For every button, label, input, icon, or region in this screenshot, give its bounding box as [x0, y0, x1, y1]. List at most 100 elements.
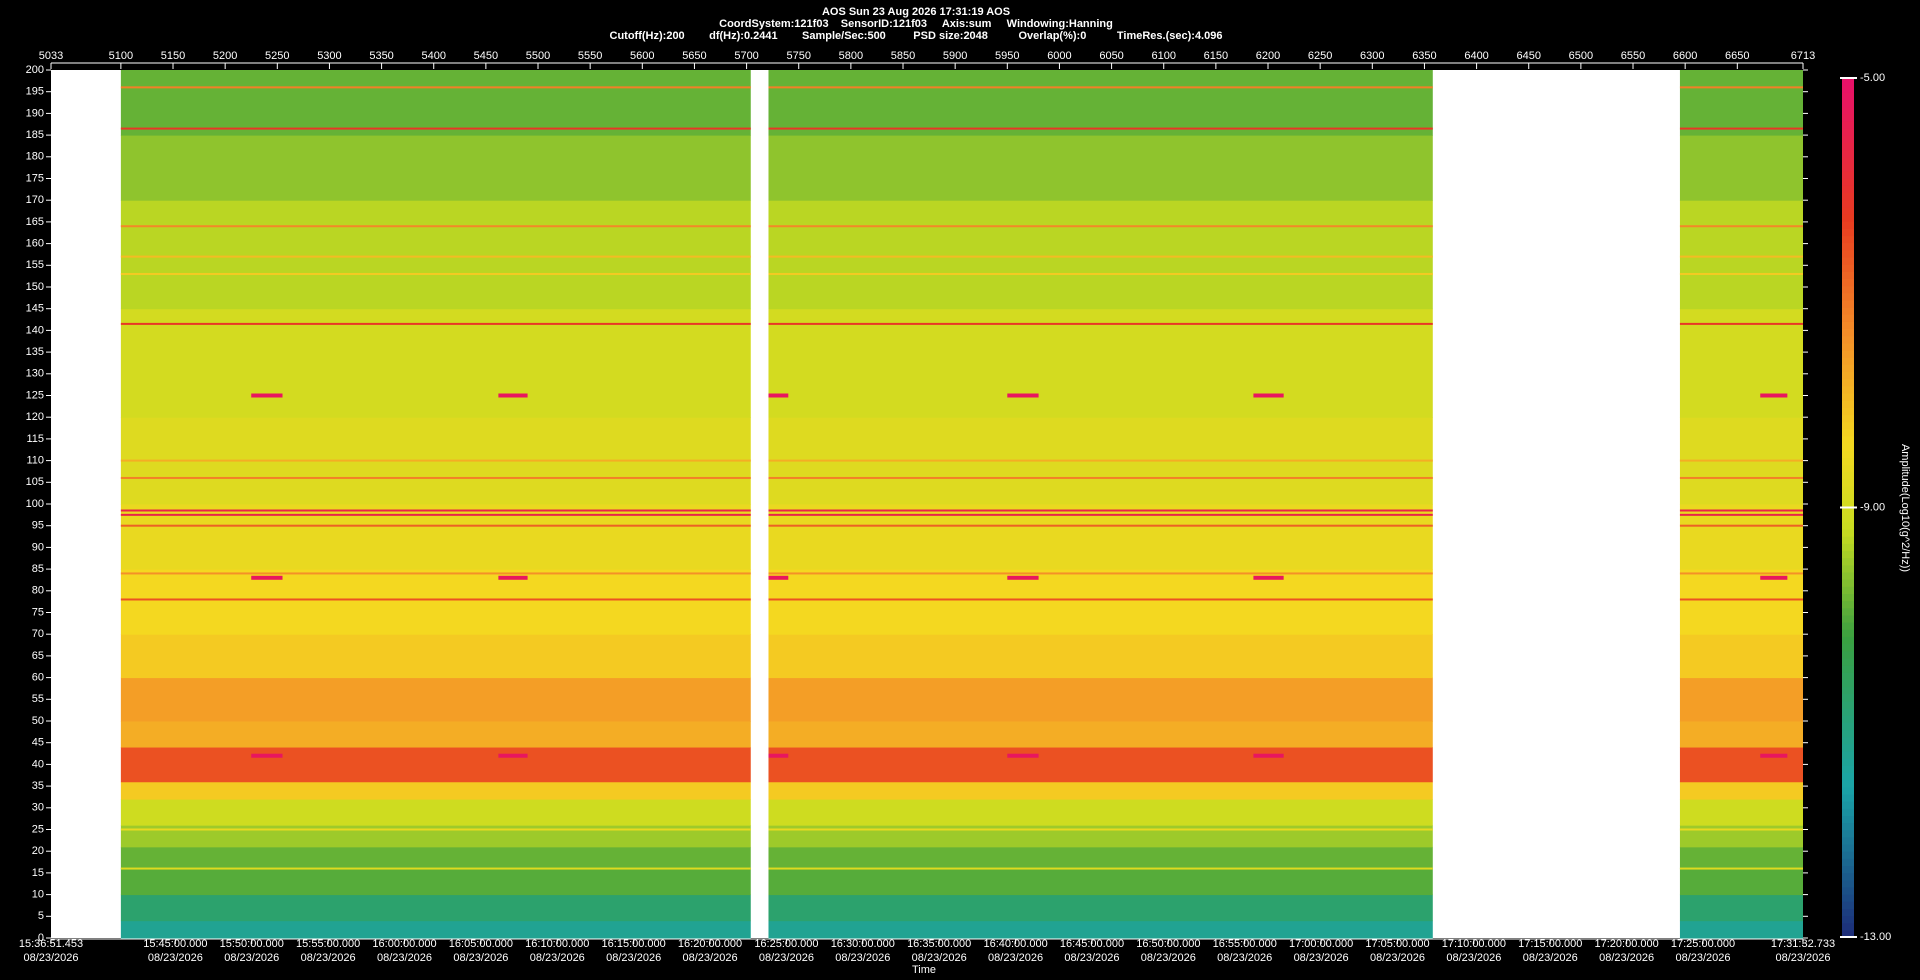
band-cell: [120, 70, 751, 136]
colorbar-cell: [1842, 693, 1854, 702]
time-tick-label: 16:20:00.000: [678, 938, 742, 950]
tone-line: [120, 225, 751, 228]
colorbar-cell: [1842, 836, 1854, 845]
colorbar-cell: [1842, 242, 1854, 251]
colorbar-cell: [1842, 135, 1854, 144]
tone-line: [768, 513, 1433, 516]
x-tick-label: 5250: [265, 50, 289, 62]
time-tick-label: 17:31:32.733: [1771, 938, 1835, 950]
colorbar-cell: [1842, 622, 1854, 630]
tone-line: [768, 572, 1433, 575]
time-tick-date: 08/23/2026: [1064, 952, 1119, 964]
tone-line: [120, 513, 751, 516]
colorbar-cell: [1842, 221, 1854, 229]
colorbar-cell: [1842, 571, 1854, 580]
time-tick-label: 17:05:00.000: [1365, 938, 1429, 950]
time-tick-date: 08/23/2026: [1675, 952, 1730, 964]
colorbar-cell: [1842, 915, 1854, 924]
x-tick-label: 5900: [943, 50, 967, 62]
band-cell: [768, 747, 1433, 783]
event-mark: [1007, 393, 1039, 398]
colorbar-cell: [1842, 829, 1854, 838]
band-cell: [768, 200, 1433, 310]
colorbar-cell: [1842, 385, 1854, 394]
colorbar-cell: [1842, 493, 1854, 501]
tone-line: [768, 255, 1433, 258]
band-cell: [120, 781, 751, 800]
band-cell: [120, 846, 751, 870]
colorbar-cell: [1842, 307, 1854, 315]
colorbar-cell: [1842, 371, 1854, 380]
colorbar-cell: [1842, 629, 1854, 637]
band-cell: [120, 569, 751, 635]
colorbar-cell: [1842, 106, 1854, 115]
time-tick-label: 16:25:00.000: [754, 938, 818, 950]
time-tick-label: 16:40:00.000: [983, 938, 1047, 950]
y-tick-label: 170: [26, 194, 44, 206]
y-tick-label: 50: [32, 715, 44, 727]
tone-line: [1679, 127, 1803, 130]
time-tick-label: 16:15:00.000: [602, 938, 666, 950]
y-tick-label: 15: [32, 867, 44, 879]
x-tick-label: 6500: [1569, 50, 1593, 62]
time-tick-label: 16:50:00.000: [1136, 938, 1200, 950]
colorbar-cell: [1842, 879, 1854, 888]
tone-line: [1679, 598, 1803, 601]
event-mark: [251, 393, 283, 398]
colorbar-cell: [1842, 271, 1854, 280]
time-tick-label: 16:45:00.000: [1060, 938, 1124, 950]
time-tick-date: 08/23/2026: [224, 952, 279, 964]
colorbar-cell: [1842, 285, 1854, 294]
y-tick-label: 145: [26, 303, 44, 315]
colorbar-cell: [1842, 872, 1854, 881]
time-tick-date: 08/23/2026: [606, 952, 661, 964]
x-tick-label: 5450: [474, 50, 498, 62]
y-tick-label: 200: [26, 64, 44, 76]
colorbar-cell: [1842, 607, 1854, 616]
colorbar-cell: [1842, 400, 1854, 408]
band-cell: [1679, 70, 1803, 136]
x-tick-label: 6600: [1673, 50, 1697, 62]
band-cell: [768, 868, 1433, 896]
y-tick-label: 185: [26, 129, 44, 141]
colorbar-cell: [1842, 843, 1854, 852]
tone-line: [1679, 86, 1803, 89]
colorbar-cell: [1842, 357, 1854, 365]
time-tick-label: 15:55:00.000: [296, 938, 360, 950]
colorbar-cell: [1842, 471, 1854, 480]
time-tick-label: 15:36:51.453: [19, 938, 83, 950]
time-tick-label: 17:20:00.000: [1595, 938, 1659, 950]
x-tick-label: 5400: [421, 50, 445, 62]
time-tick-label: 17:15:00.000: [1518, 938, 1582, 950]
y-tick-label: 165: [26, 216, 44, 228]
colorbar-tick-label: -9.00: [1860, 501, 1885, 513]
colorbar-cell: [1842, 736, 1854, 745]
time-tick-date: 08/23/2026: [1217, 952, 1272, 964]
time-tick-label: 16:05:00.000: [449, 938, 513, 950]
y-tick-label: 55: [32, 693, 44, 705]
time-tick-date: 08/23/2026: [683, 952, 738, 964]
event-mark: [768, 575, 789, 580]
x-tick-label: 5850: [891, 50, 915, 62]
colorbar-cell: [1842, 314, 1854, 322]
colorbar-cell: [1842, 85, 1854, 93]
colorbar-cell: [1842, 786, 1854, 795]
band-cell: [120, 894, 751, 922]
x-tick-label: 6450: [1516, 50, 1540, 62]
y-tick-label: 180: [26, 151, 44, 163]
colorbar-cell: [1842, 120, 1854, 129]
y-tick-label: 75: [32, 606, 44, 618]
x-tick-label: 5200: [213, 50, 237, 62]
x-tick-label: 5550: [578, 50, 602, 62]
time-tick-label: 17:10:00.000: [1442, 938, 1506, 950]
y-tick-label: 160: [26, 238, 44, 250]
x-tick-label: 5650: [682, 50, 706, 62]
colorbar-cell: [1842, 450, 1854, 458]
colorbar-cell: [1842, 342, 1854, 351]
band-cell: [1679, 894, 1803, 922]
tone-line: [120, 459, 751, 462]
band-cell: [120, 504, 751, 570]
tone-line: [1679, 255, 1803, 258]
colorbar-cell: [1842, 464, 1854, 473]
colorbar-cell: [1842, 901, 1854, 909]
